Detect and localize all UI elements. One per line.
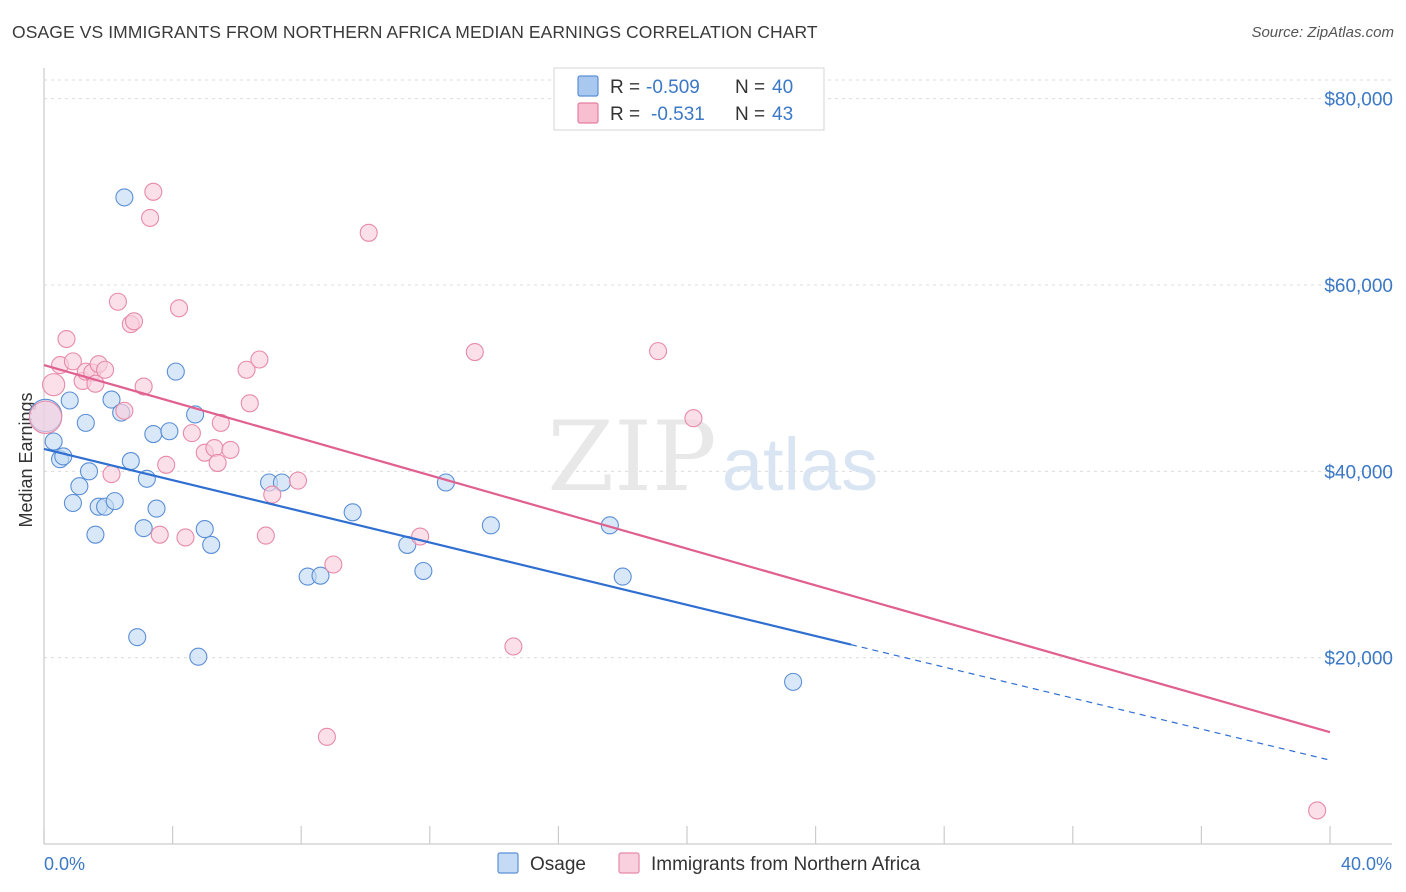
x-tick-label-min: 0.0%: [44, 854, 85, 874]
point-immigrants: [150, 525, 169, 544]
legend-top: R = -0.509 N = 40 R = -0.531 N = 43: [553, 67, 825, 131]
point-immigrants: [144, 182, 163, 201]
point-immigrants: [288, 471, 308, 490]
point-osage: [166, 362, 185, 381]
legend-r-label-immigrants: R =: [610, 104, 640, 125]
point-osage: [63, 493, 82, 513]
y-tick-labels: $20,000 $40,000 $60,000 $80,000: [1324, 90, 1393, 670]
legend-swatch-osage: [577, 75, 599, 97]
y-axis-label: Median Earnings: [16, 392, 36, 527]
point-osage: [195, 520, 214, 539]
point-immigrants: [57, 329, 76, 349]
source-label: Source: ZipAtlas.com: [1251, 24, 1394, 41]
point-immigrants: [221, 440, 240, 459]
point-immigrants: [684, 409, 703, 428]
legend-r-value-osage: -0.509: [646, 77, 700, 98]
bottom-legend-swatch-osage: [497, 852, 519, 874]
legend-r-label-osage: R =: [610, 77, 640, 98]
point-osage: [343, 503, 362, 522]
point-immigrants: [182, 424, 201, 443]
point-osage: [784, 672, 803, 691]
point-osage: [60, 391, 79, 410]
bottom-legend-label-immigrants: Immigrants from Northern Africa: [651, 854, 921, 875]
legend-n-label-osage: N =: [735, 77, 765, 98]
point-immigrants: [134, 377, 153, 396]
legend-n-label-immigrants: N =: [735, 104, 765, 125]
legend-swatch-immigrants: [577, 102, 599, 124]
chart-title: OSAGE VS IMMIGRANTS FROM NORTHERN AFRICA…: [12, 22, 818, 42]
point-osage: [613, 567, 632, 586]
point-osage: [414, 561, 433, 581]
point-osage: [121, 452, 140, 471]
point-immigrants: [256, 526, 275, 545]
trend-line-immigrants: [43, 364, 1331, 734]
x-tick-label-max: 40.0%: [1341, 854, 1392, 874]
point-osage: [115, 188, 134, 207]
bottom-legend-label-osage: Osage: [530, 854, 586, 875]
point-immigrants: [115, 401, 134, 420]
point-immigrants: [317, 727, 336, 746]
watermark: ZIP atlas: [547, 401, 878, 513]
point-immigrants: [63, 352, 82, 371]
legend-box: [553, 67, 825, 131]
point-immigrants: [102, 465, 121, 484]
point-immigrants: [28, 400, 63, 434]
y-tick-label: $20,000: [1324, 649, 1393, 670]
watermark-atlas: atlas: [722, 423, 878, 506]
point-osage: [144, 424, 163, 444]
point-immigrants: [250, 350, 269, 369]
point-immigrants: [240, 394, 259, 413]
bottom-legend-swatch-immigrants: [618, 852, 640, 874]
point-osage: [311, 566, 330, 585]
trend-line-osage: [43, 447, 852, 646]
point-osage: [70, 477, 89, 496]
legend-bottom: Osage Immigrants from Northern Africa: [497, 852, 921, 875]
point-immigrants: [359, 223, 378, 242]
point-immigrants: [169, 299, 189, 318]
point-immigrants: [42, 373, 66, 397]
point-osage: [105, 492, 124, 511]
point-immigrants: [649, 342, 668, 361]
point-osage: [76, 413, 95, 432]
point-osage: [86, 525, 105, 544]
point-immigrants: [237, 360, 256, 379]
point-immigrants: [141, 208, 160, 227]
y-tick-label: $60,000: [1324, 276, 1393, 297]
legend-n-value-immigrants: 43: [772, 104, 793, 125]
point-immigrants: [1308, 801, 1327, 820]
y-tick-label: $40,000: [1324, 462, 1393, 483]
point-osage: [134, 519, 153, 538]
point-immigrants: [324, 555, 343, 574]
trend-line-osage-extrapolated: [850, 644, 1331, 761]
point-immigrants: [124, 312, 144, 331]
point-immigrants: [211, 413, 230, 432]
point-immigrants: [108, 292, 127, 311]
point-osage: [102, 390, 121, 409]
point-immigrants: [465, 343, 484, 362]
legend-n-value-osage: 40: [772, 77, 793, 98]
point-immigrants: [157, 455, 176, 474]
point-immigrants: [504, 637, 523, 656]
point-immigrants: [205, 438, 224, 458]
trend-lines: [43, 364, 1331, 761]
x-axis-ticks: [43, 826, 1331, 844]
point-osage: [147, 499, 166, 518]
point-osage: [44, 432, 63, 451]
point-immigrants: [176, 528, 195, 547]
point-osage: [160, 422, 179, 441]
point-osage: [600, 516, 619, 535]
series-immigrants: [28, 182, 1327, 820]
point-osage: [481, 516, 500, 535]
point-osage: [189, 647, 208, 666]
point-immigrants: [96, 360, 115, 379]
point-osage: [202, 535, 221, 554]
point-immigrants: [208, 453, 227, 472]
legend-r-value-immigrants: -0.531: [651, 104, 705, 125]
point-osage: [54, 447, 73, 466]
point-osage: [128, 628, 147, 647]
y-tick-label: $80,000: [1324, 90, 1393, 111]
point-immigrants: [263, 485, 282, 504]
point-osage: [79, 462, 99, 481]
